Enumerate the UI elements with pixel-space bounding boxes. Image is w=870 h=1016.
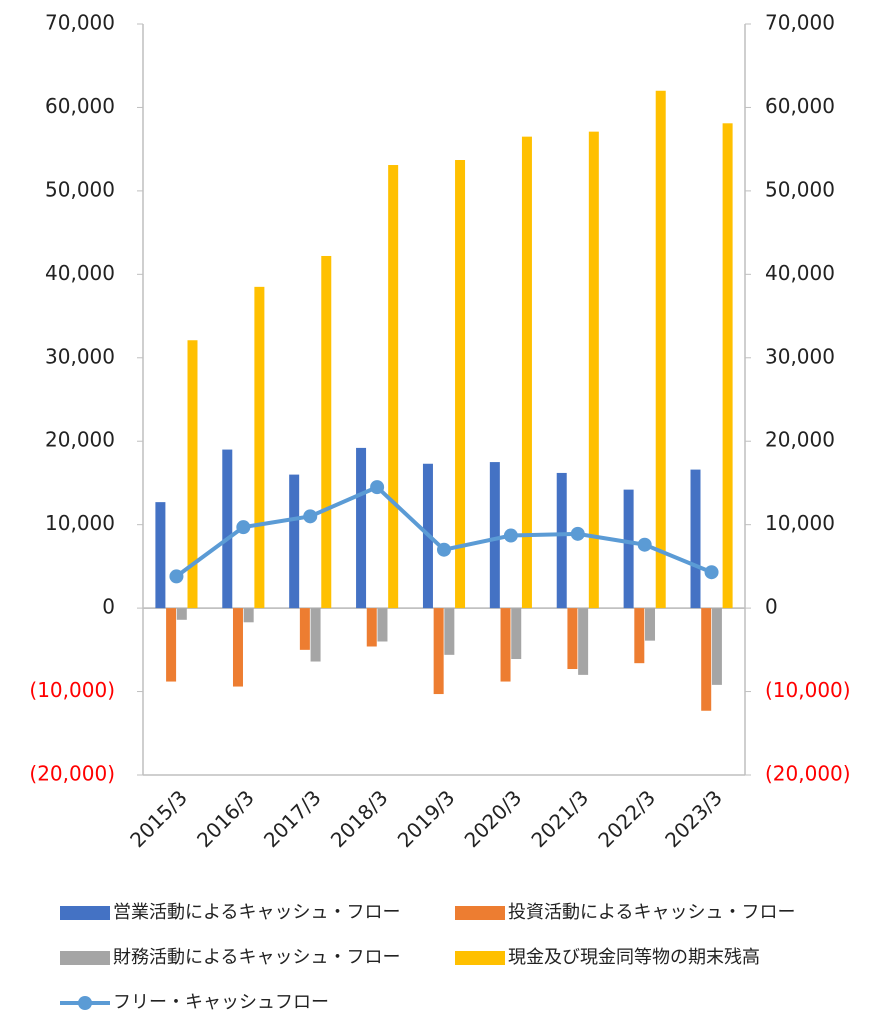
y2-tick-label: 70,000 bbox=[765, 11, 835, 35]
legend-label: 投資活動によるキャッシュ・フロー bbox=[508, 902, 795, 923]
y2-tick-label: (20,000) bbox=[765, 762, 851, 786]
y-tick-label: 50,000 bbox=[45, 177, 115, 201]
bar bbox=[690, 469, 701, 609]
bar bbox=[645, 608, 656, 641]
line-point bbox=[570, 526, 585, 541]
y2-tick-label: 10,000 bbox=[765, 511, 835, 535]
bar bbox=[623, 489, 634, 609]
bar bbox=[521, 136, 532, 609]
bar bbox=[388, 165, 399, 609]
legend-swatch bbox=[455, 951, 505, 965]
legend-label: フリー・キャッシュフロー bbox=[113, 992, 329, 1013]
x-tick-label: 2016/3 bbox=[192, 785, 259, 852]
bar bbox=[444, 608, 455, 655]
y2-tick-label: 0 bbox=[765, 595, 778, 619]
y-tick-label: 30,000 bbox=[45, 344, 115, 368]
x-tick-label: 2022/3 bbox=[593, 785, 660, 852]
x-tick-label: 2023/3 bbox=[660, 785, 727, 852]
bar bbox=[588, 131, 599, 609]
bar bbox=[556, 472, 567, 609]
line-point bbox=[704, 565, 719, 580]
legend-label: 現金及び現金同等物の期末残高 bbox=[508, 947, 760, 968]
bar bbox=[176, 608, 187, 620]
bar bbox=[243, 608, 254, 623]
y-tick-label: 10,000 bbox=[45, 511, 115, 535]
legend-label: 営業活動によるキャッシュ・フロー bbox=[113, 902, 400, 923]
bar bbox=[701, 608, 712, 711]
y-tick-label: 0 bbox=[102, 595, 115, 619]
bar bbox=[655, 90, 666, 609]
y-tick-label: 70,000 bbox=[45, 11, 115, 35]
x-tick-label: 2015/3 bbox=[125, 785, 192, 852]
bar bbox=[578, 608, 589, 675]
bar bbox=[187, 340, 198, 609]
bar bbox=[366, 608, 377, 647]
line-point bbox=[503, 528, 518, 543]
y2-tick-label: 40,000 bbox=[765, 261, 835, 285]
bar bbox=[254, 286, 265, 609]
bar bbox=[634, 608, 645, 664]
bar bbox=[289, 474, 300, 609]
legend-point bbox=[78, 996, 92, 1010]
bar bbox=[166, 608, 177, 682]
bar bbox=[711, 608, 722, 685]
bar bbox=[299, 608, 310, 650]
y-tick-label: (10,000) bbox=[29, 678, 115, 702]
line-point bbox=[437, 542, 451, 557]
y-tick-label: 20,000 bbox=[45, 428, 115, 452]
bar bbox=[377, 608, 388, 642]
line-point bbox=[303, 509, 318, 524]
x-tick-label: 2019/3 bbox=[393, 785, 460, 852]
y-tick-label: 40,000 bbox=[45, 261, 115, 285]
x-tick-label: 2017/3 bbox=[259, 785, 326, 852]
bar bbox=[489, 462, 500, 609]
legend-label: 財務活動によるキャッシュ・フロー bbox=[113, 947, 400, 968]
bar bbox=[321, 255, 332, 609]
y-tick-label: 60,000 bbox=[45, 94, 115, 118]
legend-swatch bbox=[60, 906, 110, 920]
bar bbox=[155, 502, 166, 609]
x-tick-label: 2021/3 bbox=[526, 785, 593, 852]
y2-tick-label: 50,000 bbox=[765, 177, 835, 201]
y2-tick-label: 60,000 bbox=[765, 94, 835, 118]
y-tick-label: (20,000) bbox=[29, 762, 115, 786]
x-tick-label: 2020/3 bbox=[460, 785, 527, 852]
x-tick-label: 2018/3 bbox=[326, 785, 393, 852]
line-point bbox=[637, 537, 652, 552]
line-point bbox=[370, 480, 385, 495]
y2-tick-label: 20,000 bbox=[765, 428, 835, 452]
bar bbox=[567, 608, 578, 670]
legend-swatch bbox=[455, 906, 505, 920]
y2-tick-label: 30,000 bbox=[765, 344, 835, 368]
line-point bbox=[169, 569, 184, 584]
bar bbox=[511, 608, 522, 660]
legend-swatch bbox=[60, 951, 110, 965]
bar bbox=[310, 608, 321, 662]
bar bbox=[722, 123, 733, 609]
bar bbox=[433, 608, 444, 695]
bar bbox=[232, 608, 243, 687]
line-point bbox=[236, 520, 251, 535]
bar bbox=[222, 449, 233, 609]
bar bbox=[455, 160, 466, 609]
y2-tick-label: (10,000) bbox=[765, 678, 851, 702]
bar bbox=[356, 447, 367, 609]
bar bbox=[500, 608, 511, 682]
